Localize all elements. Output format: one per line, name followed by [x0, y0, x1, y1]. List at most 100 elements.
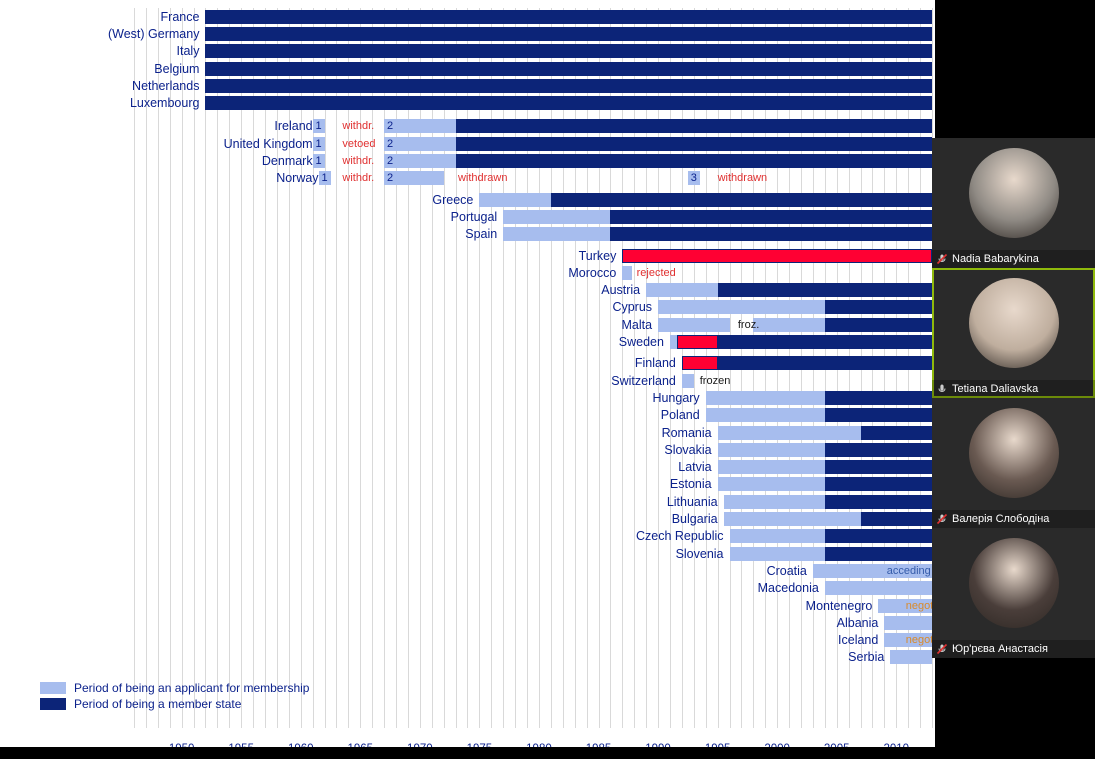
- country-label: Bulgaria: [0, 512, 718, 526]
- participant-name: Валерія Слободіна: [952, 513, 1049, 525]
- chart-bar-applicant: [718, 460, 825, 474]
- chart-row: Finland: [0, 355, 935, 372]
- chart-row: Hungary: [0, 389, 935, 406]
- chart-plot: France(West) GermanyItalyBelgiumNetherla…: [0, 8, 935, 728]
- legend-item: Period of being an applicant for members…: [40, 681, 309, 695]
- chart-row: Luxembourg: [0, 95, 935, 112]
- chart-row: Portugal: [0, 208, 935, 225]
- chart-bar-applicant: [646, 283, 717, 297]
- participant-tile[interactable]: Tetiana Daliavska: [932, 268, 1095, 398]
- country-label: Turkey: [0, 249, 616, 263]
- country-label: Croatia: [0, 564, 807, 578]
- chart-bar-special: [677, 335, 717, 349]
- legend-label: Period of being an applicant for members…: [74, 681, 309, 695]
- chart-row: Latvia: [0, 459, 935, 476]
- chart-bar-applicant: [718, 443, 825, 457]
- chart-bar-applicant: [730, 547, 825, 561]
- chart-row: United Kingdom12vetoed: [0, 135, 935, 152]
- attempt-badge: 2: [384, 119, 396, 133]
- chart-row: Montenegro negot.: [0, 597, 935, 614]
- chart-bar-member: [825, 408, 932, 422]
- chart-bar-applicant: [730, 529, 825, 543]
- country-label: Netherlands: [0, 79, 199, 93]
- chart-bar-applicant: [503, 210, 610, 224]
- legend-item: Period of being a member state: [40, 697, 309, 711]
- chart-bar-applicant: [658, 318, 729, 332]
- country-label: France: [0, 10, 199, 24]
- country-label: Hungary: [0, 391, 700, 405]
- chart-row: Austria: [0, 282, 935, 299]
- chart-row: France: [0, 8, 935, 25]
- country-label: Iceland: [0, 633, 878, 647]
- chart-bar-member: [825, 318, 932, 332]
- window-border-bottom: [0, 747, 1095, 759]
- chart-bar-member: [610, 227, 932, 241]
- chart-row: Italy: [0, 43, 935, 60]
- chart-annotation: acceding: [887, 565, 931, 577]
- chart-bar-member: [718, 356, 932, 370]
- chart-bar-applicant: [724, 495, 825, 509]
- chart-row: Estonia: [0, 476, 935, 493]
- chart-row: Poland: [0, 407, 935, 424]
- participant-avatar: [969, 408, 1059, 498]
- country-label: Romania: [0, 426, 712, 440]
- chart-annotation: negot.: [906, 600, 935, 612]
- chart-bar-member: [205, 27, 932, 41]
- legend-label: Period of being a member state: [74, 697, 241, 711]
- country-label: United Kingdom: [0, 137, 313, 151]
- country-label: Sweden: [0, 335, 664, 349]
- chart-bar-applicant: [884, 616, 932, 630]
- country-label: Czech Republic: [0, 529, 724, 543]
- mic-muted-icon: [936, 643, 948, 655]
- country-label: (West) Germany: [0, 27, 199, 41]
- chart-row: Iceland negot.: [0, 632, 935, 649]
- country-label: Finland: [0, 356, 676, 370]
- attempt-badge: 2: [384, 154, 396, 168]
- country-label: Portugal: [0, 210, 497, 224]
- chart-row: Serbia: [0, 649, 935, 666]
- chart-bar-applicant: [825, 581, 932, 595]
- chart-bar-member: [718, 335, 932, 349]
- chart-bar-special: [622, 249, 932, 263]
- chart-annotation: froz.: [738, 319, 759, 331]
- attempt-badge: 1: [319, 171, 331, 185]
- participant-tile[interactable]: Валерія Слободіна: [932, 398, 1095, 528]
- chart-annotation: withdrawn: [718, 172, 768, 184]
- country-label: Italy: [0, 44, 199, 58]
- chart-annotation: withdr.: [342, 120, 374, 132]
- participant-avatar: [969, 538, 1059, 628]
- participant-namebar: Юр'рєва Анастасія: [932, 640, 1095, 658]
- country-label: Spain: [0, 227, 497, 241]
- participant-tile[interactable]: Юр'рєва Анастасія: [932, 528, 1095, 658]
- chart-annotation: negot.: [906, 634, 935, 646]
- chart-row: Moroccorejected: [0, 264, 935, 281]
- chart-row: Netherlands: [0, 77, 935, 94]
- country-label: Montenegro: [0, 599, 872, 613]
- country-label: Albania: [0, 616, 878, 630]
- chart-bar-member: [861, 512, 932, 526]
- attempt-badge: 1: [313, 137, 325, 151]
- chart-bar-member: [205, 62, 932, 76]
- chart-bar-member: [825, 300, 932, 314]
- country-label: Serbia: [0, 650, 884, 664]
- chart-row: Lithuania: [0, 493, 935, 510]
- chart-bar-member: [205, 44, 932, 58]
- chart-bar-applicant: [718, 477, 825, 491]
- participant-namebar: Валерія Слободіна: [932, 510, 1095, 528]
- participant-tile[interactable]: Nadia Babarykina: [932, 138, 1095, 268]
- attempt-badge: 2: [384, 137, 396, 151]
- country-label: Estonia: [0, 477, 712, 491]
- country-label: Malta: [0, 318, 652, 332]
- chart-row: Cyprus: [0, 299, 935, 316]
- country-label: Lithuania: [0, 495, 718, 509]
- chart-row: Norway123withdr.withdrawnwithdrawn: [0, 170, 935, 187]
- chart-row: Greece: [0, 191, 935, 208]
- chart-row: Sweden: [0, 333, 935, 350]
- chart-bar-member: [718, 283, 932, 297]
- country-label: Morocco: [0, 266, 616, 280]
- chart-row: Croatia acceding: [0, 562, 935, 579]
- mic-icon: [936, 383, 948, 395]
- chart-row: Macedonia: [0, 580, 935, 597]
- chart-bar-member: [205, 96, 932, 110]
- country-label: Macedonia: [0, 581, 819, 595]
